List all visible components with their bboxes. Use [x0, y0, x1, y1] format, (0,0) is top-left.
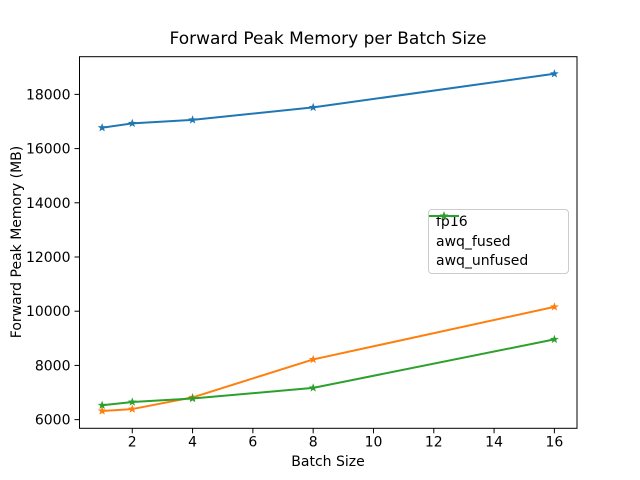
y-tick-label-10000: 10000	[26, 304, 71, 320]
y-axis-label: Forward Peak Memory (MB)	[9, 145, 25, 339]
marker-fp16-x16	[550, 69, 559, 78]
marker-awq_unfused-x8	[308, 383, 318, 392]
series-line-awq_unfused	[102, 338, 555, 407]
legend-entry-awq-fused: awq_fused	[429, 211, 561, 252]
marker-fp16-x4	[188, 115, 197, 124]
legend-swatch-awq-unfused	[429, 211, 459, 220]
marker-fp16-x8	[308, 102, 318, 112]
legend-label-fp16: fp16	[436, 213, 468, 230]
legend: fp16 awq_fused awq_unfused	[428, 209, 569, 274]
y-tick-label-12000: 12000	[26, 250, 71, 266]
x-tick-label-14: 14	[485, 434, 503, 450]
x-tick-label-16: 16	[545, 434, 563, 450]
marker-awq_unfused-x2	[127, 397, 137, 406]
x-tick-label-6: 6	[248, 434, 257, 450]
marker-awq_fused-x16	[550, 302, 559, 311]
marker-awq_fused-x1	[97, 406, 107, 415]
x-tick-label-8: 8	[309, 434, 318, 450]
marker-awq_unfused-x4	[188, 393, 197, 403]
legend-marker-awq_unfused	[439, 211, 449, 220]
x-tick-label-2: 2	[128, 434, 137, 450]
chart-title: Forward Peak Memory per Batch Size	[169, 29, 487, 49]
marker-awq_unfused-x1	[97, 400, 107, 409]
y-tick-label-14000: 14000	[26, 196, 71, 212]
y-tick-label-8000: 8000	[35, 358, 71, 374]
plot-border	[79, 56, 578, 429]
legend-label-awq-unfused: awq_unfused	[436, 253, 529, 270]
marker-awq_unfused-x16	[550, 334, 559, 344]
marker-awq_fused-x2	[127, 404, 137, 413]
y-tick-label-18000: 18000	[26, 87, 71, 103]
legend-entry-awq-unfused: awq_unfused	[429, 211, 561, 271]
series-line-awq_fused	[102, 305, 555, 412]
y-tick-label-6000: 6000	[35, 413, 71, 429]
y-tick-label-16000: 16000	[26, 142, 71, 158]
marker-fp16-x1	[97, 123, 107, 132]
x-tick-label-10: 10	[365, 434, 383, 450]
x-tick-label-4: 4	[188, 434, 197, 450]
marker-awq_fused-x8	[308, 354, 318, 364]
x-axis-label: Batch Size	[291, 454, 365, 470]
x-tick-label-12: 12	[425, 434, 443, 450]
series-line-fp16	[101, 72, 555, 129]
legend-label-awq-fused: awq_fused	[436, 233, 511, 250]
marker-fp16-x2	[127, 118, 137, 128]
